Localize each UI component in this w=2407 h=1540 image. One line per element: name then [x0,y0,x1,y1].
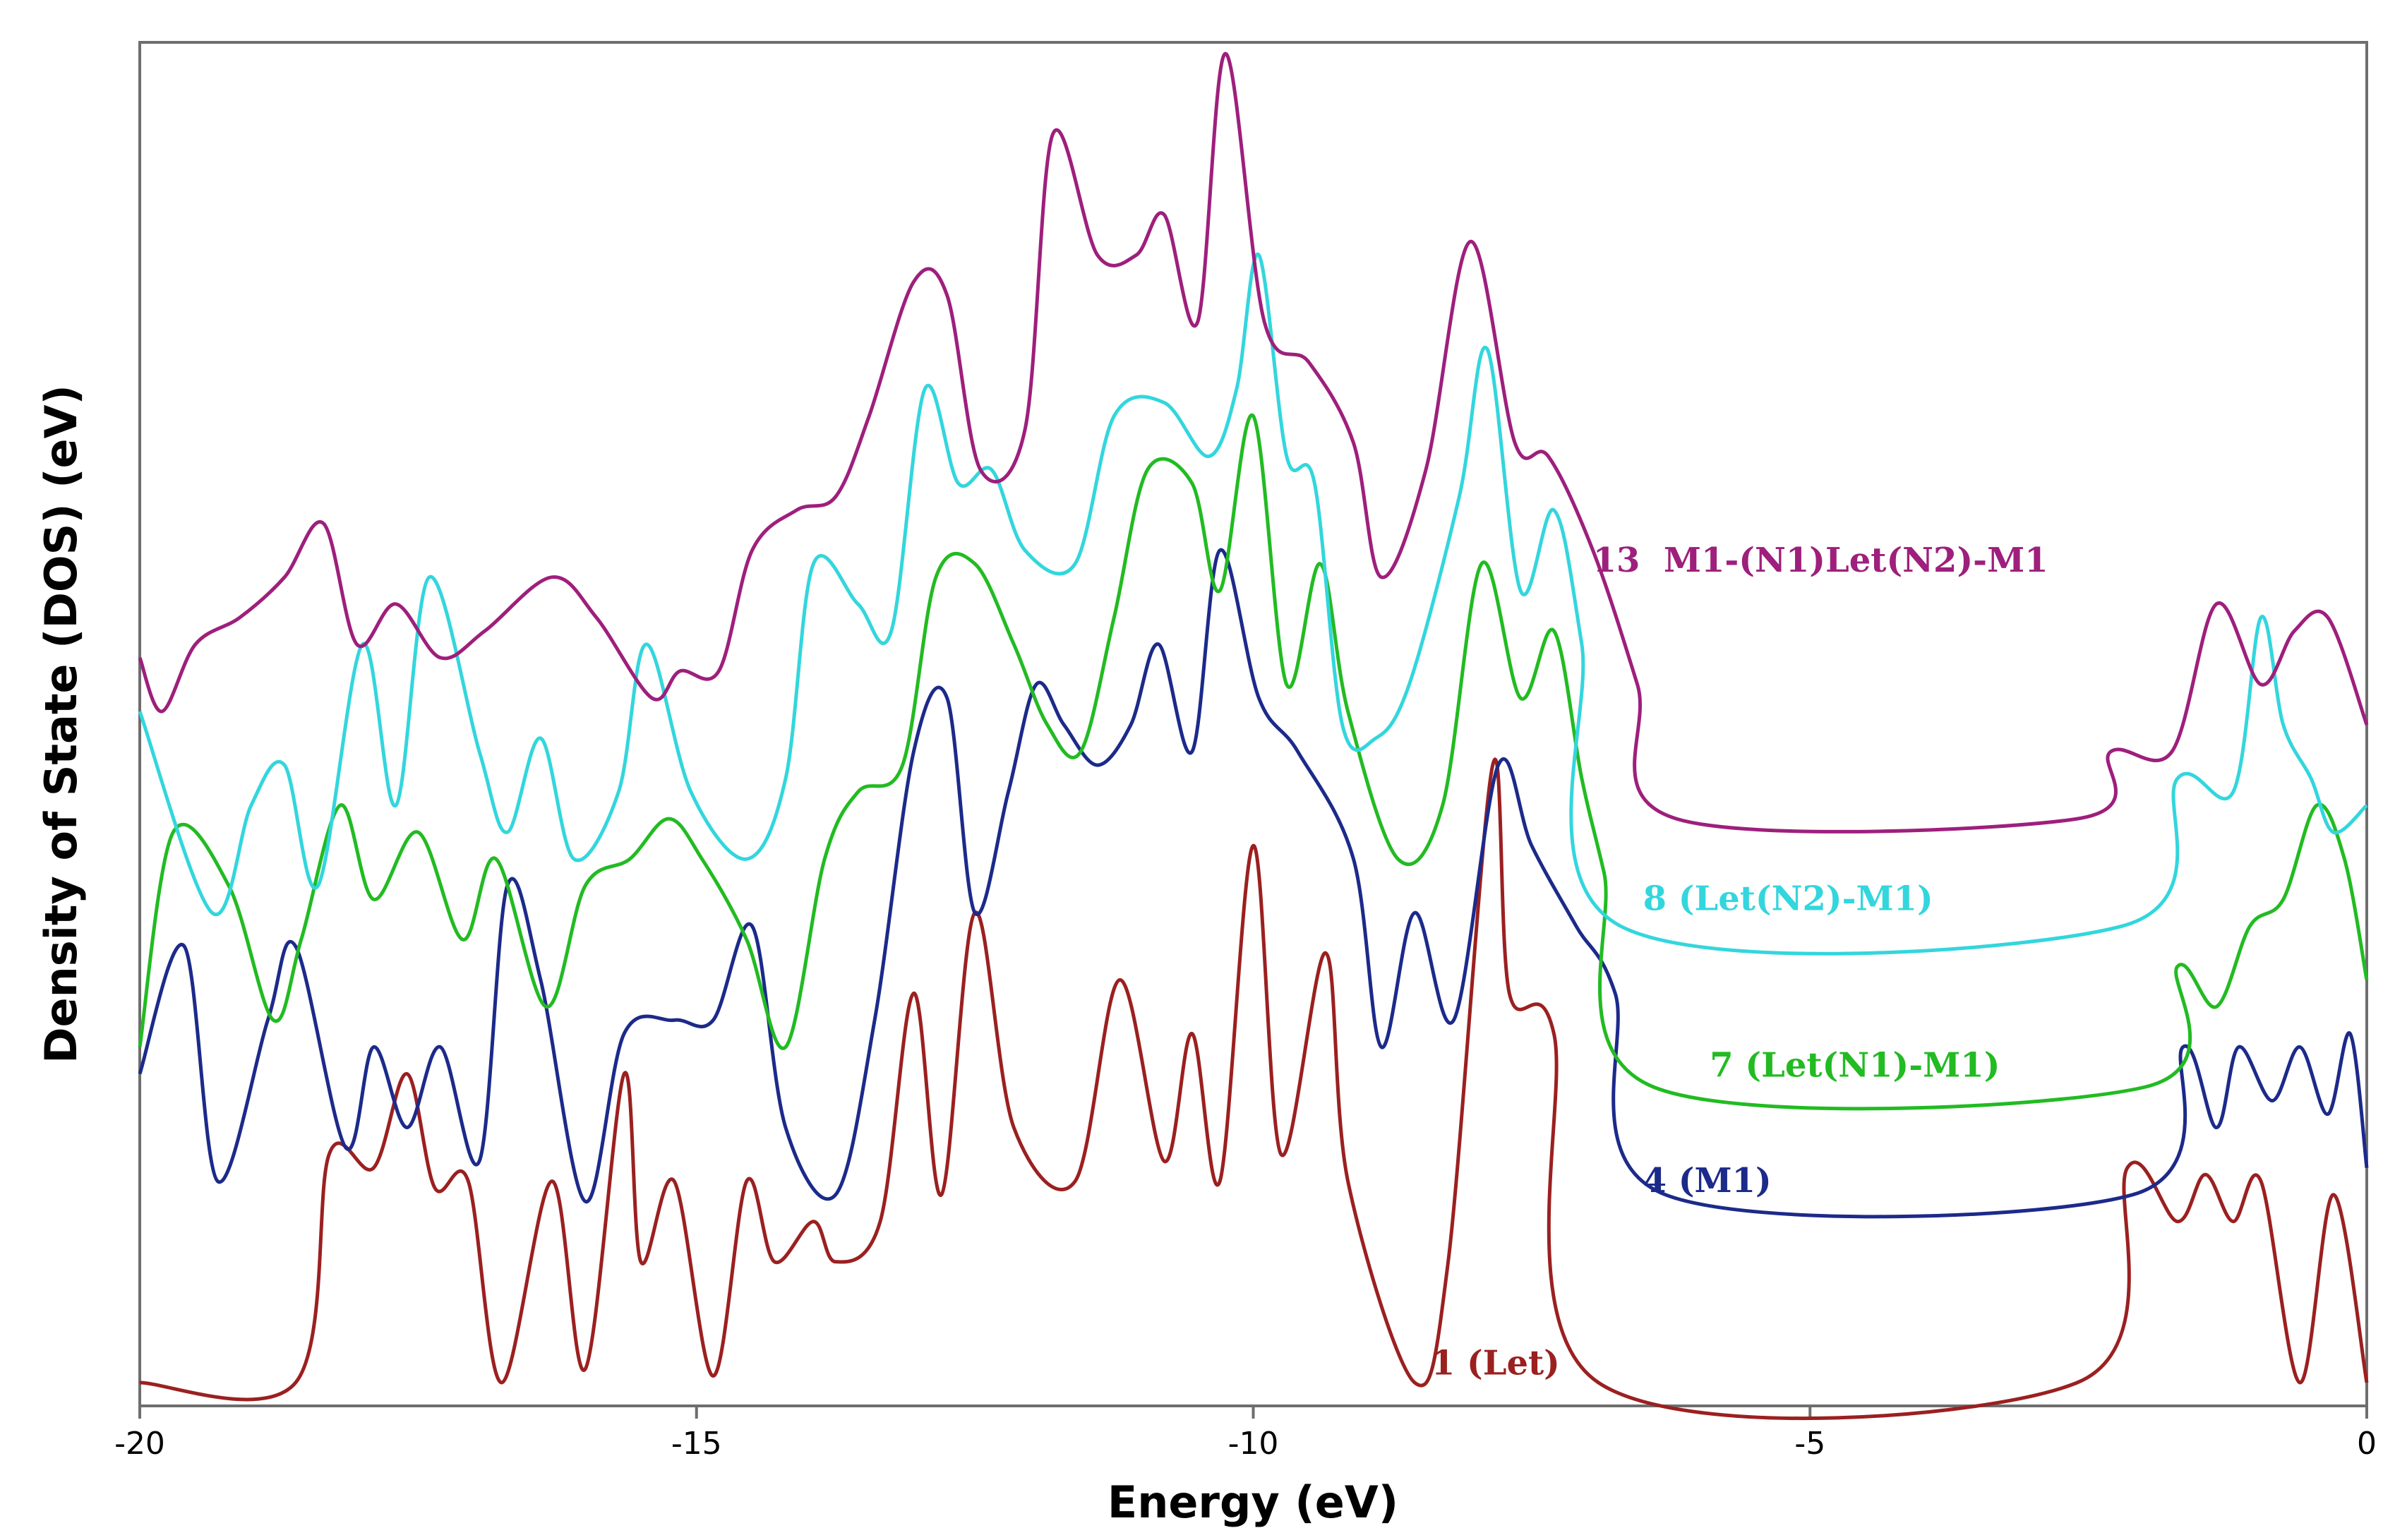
series-labels: 1 (Let) 4 (M1) 7 (Let(N1)-M1) 8 (Let(N2)-M1… [1431,541,2048,1383]
x-axis-title: Energy (eV) [1108,1476,1398,1528]
series-label: 13 M1-(N1)Let(N2)-M1 [1593,541,2048,580]
x-tick-label: -5 [1794,1426,1825,1462]
series-label: 7 (Let(N1)-M1) [1710,1045,2000,1085]
series-label: 4 (M1) [1643,1161,1772,1201]
series-layer [138,52,2369,1421]
series-line [138,413,2369,1111]
x-tick-label: 0 [2357,1426,2377,1462]
series-line [138,252,2368,956]
x-tick-label: -10 [1228,1426,1279,1462]
x-axis-ticks: -20 -15 -10 -5 0 [114,1406,2377,1462]
x-tick-label: -15 [671,1426,722,1462]
series-label: 1 (Let) [1431,1344,1560,1383]
series-line [139,757,2369,1421]
series-line [138,548,2369,1219]
series-label: 8 (Let(N2)-M1) [1643,879,1933,918]
x-tick-label: -20 [114,1426,165,1462]
series-line [138,52,2369,834]
y-axis-title: Density of State (DOS) (eV) [35,385,87,1064]
